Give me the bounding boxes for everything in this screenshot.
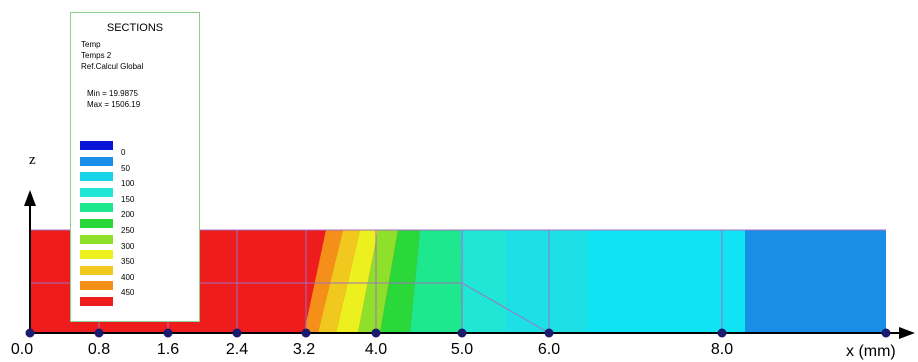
mesh-node (232, 328, 242, 338)
legend-level-label: 450 (121, 288, 135, 298)
axes (24, 190, 915, 339)
temperature-bands (30, 230, 886, 333)
temperature-band (745, 230, 886, 333)
legend-level-label: 300 (121, 241, 135, 251)
temperature-band (380, 230, 420, 333)
legend-min: Min = 19.9875 (87, 89, 138, 98)
z-axis-arrow (24, 190, 36, 206)
legend-level-label: 50 (121, 163, 130, 173)
temperature-band (588, 230, 745, 333)
legend-level-label: 350 (121, 257, 135, 267)
legend-title: SECTIONS (106, 22, 164, 34)
mesh-node (163, 328, 173, 338)
legend-swatch (80, 281, 113, 291)
temperature-band (506, 230, 588, 333)
mesh-nodes (25, 328, 891, 338)
x-tick-label: 0.0 (10, 341, 34, 358)
x-tick-label: 2.4 (225, 341, 249, 358)
legend-max: Max = 1506.19 (87, 100, 141, 109)
mesh-node (544, 328, 554, 338)
legend-swatch (80, 265, 113, 275)
legend-swatch (80, 219, 113, 228)
x-axis-label: x (mm) (846, 343, 896, 360)
legend-level-label: 100 (121, 179, 135, 189)
legend-level-label: 400 (121, 272, 135, 282)
mesh-node (94, 328, 104, 338)
temperature-band (318, 230, 360, 333)
legend-swatch (80, 172, 113, 182)
legend-swatch (80, 297, 113, 306)
x-tick-label: 6.0 (537, 341, 561, 358)
temperature-band (358, 230, 398, 333)
mesh-node (25, 328, 35, 338)
mesh-node (881, 328, 891, 338)
x-axis-arrow (899, 327, 915, 339)
legend-level-label: 0 (121, 148, 126, 157)
legend-swatch (80, 234, 113, 244)
mesh-node (457, 328, 467, 338)
mesh-node (371, 328, 381, 338)
x-tick-label: 0.8 (87, 341, 111, 358)
legend-variable: Temp (81, 40, 101, 49)
temperature-band (336, 230, 378, 333)
legend-level-label: 200 (121, 210, 135, 220)
mesh-line (461, 282, 550, 334)
temperature-band (460, 230, 506, 333)
legend-panel: SECTIONS Temp Temps 2 Ref.Calcul Global … (70, 12, 200, 322)
temperature-band (410, 230, 462, 333)
legend-swatch (80, 203, 113, 213)
z-axis-label: z (29, 152, 36, 168)
legend-level-label: 250 (121, 226, 135, 235)
legend-swatch (80, 250, 113, 260)
legend-swatch (80, 141, 113, 150)
legend-time-step: Temps 2 (81, 51, 112, 60)
legend-level-label: 150 (121, 194, 135, 204)
mesh-node (301, 328, 311, 338)
legend-swatch (80, 187, 113, 197)
legend-swatch (80, 156, 113, 166)
x-tick-label: 8.0 (710, 341, 734, 358)
x-tick-label: 3.2 (292, 341, 316, 358)
x-tick-label: 4.0 (364, 341, 388, 358)
x-tick-label: 1.6 (156, 341, 180, 358)
legend-reference: Ref.Calcul Global (81, 62, 144, 71)
x-tick-label: 5.0 (450, 341, 474, 358)
temperature-band (304, 230, 343, 333)
mesh-node (717, 328, 727, 338)
